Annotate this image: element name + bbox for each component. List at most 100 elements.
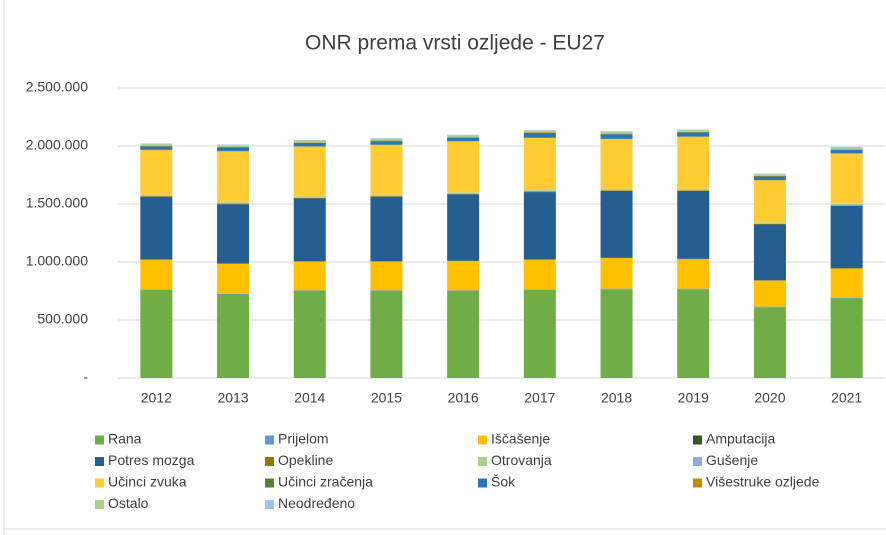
- bar-segment: [677, 289, 710, 378]
- legend-label: Neodređeno: [278, 495, 355, 511]
- bar-segment: [217, 151, 250, 203]
- bar-segment: [753, 175, 786, 177]
- bar-segment: [523, 192, 556, 260]
- x-tick-label: 2013: [217, 390, 248, 406]
- bar-segment: [447, 137, 480, 142]
- bar-segment: [447, 135, 480, 138]
- bar-segment: [293, 142, 326, 147]
- bar-segment: [753, 280, 786, 307]
- bar-segment: [600, 131, 633, 134]
- bar-segment: [753, 180, 786, 223]
- legend-label: Učinci zračenja: [278, 474, 373, 490]
- bar-segment: [140, 146, 173, 150]
- bar-segment: [217, 202, 250, 204]
- bar-segment: [217, 263, 250, 294]
- legend-swatch: [265, 478, 274, 488]
- bar-segment: [447, 192, 480, 194]
- bar-segment: [140, 194, 173, 197]
- bar-segment: [370, 194, 403, 197]
- bar-segment: [447, 134, 480, 136]
- bar-segment: [293, 140, 326, 143]
- bar-segment: [447, 137, 480, 138]
- x-tick-label: 2016: [448, 390, 479, 406]
- legend-label: Opekline: [278, 452, 333, 468]
- bar-segment: [677, 132, 710, 137]
- legend-swatch: [693, 478, 702, 488]
- bar-segment: [140, 259, 173, 290]
- bar-segment: [600, 134, 633, 139]
- legend-swatch: [265, 457, 274, 466]
- bar-segment: [753, 306, 786, 308]
- y-tick-label: -: [83, 369, 88, 385]
- y-tick-label: 1.500.000: [26, 195, 88, 211]
- bar-segment: [523, 259, 556, 290]
- bar-segment: [370, 261, 403, 291]
- bar-segment: [217, 144, 250, 146]
- bar-segment: [523, 190, 556, 192]
- bar-segment: [293, 290, 326, 291]
- bar-segment: [830, 149, 863, 150]
- bar-segment: [217, 146, 250, 148]
- bar-segment: [370, 138, 403, 139]
- bar-segment: [600, 190, 633, 258]
- x-tick-label: 2012: [141, 390, 172, 406]
- bar-segment: [293, 198, 326, 262]
- bar-segment: [217, 294, 250, 378]
- y-tick-label: 2.000.000: [26, 137, 88, 153]
- bar-segment: [677, 288, 710, 290]
- bar-segment: [370, 196, 403, 262]
- bar-segment: [447, 193, 480, 195]
- bar-segment: [217, 293, 250, 295]
- bar-segment: [140, 144, 173, 146]
- bar-segment: [600, 189, 633, 191]
- bar-segment: [370, 290, 403, 291]
- bar-segment: [677, 189, 710, 191]
- legend-swatch: [95, 457, 104, 466]
- bar-segment: [523, 132, 556, 134]
- x-tick-label: 2015: [371, 390, 402, 406]
- bar-segment: [447, 260, 480, 291]
- bar-segment: [677, 259, 710, 289]
- x-tick-label: 2020: [754, 390, 785, 406]
- bar-segment: [217, 145, 250, 147]
- bar-segment: [523, 191, 556, 193]
- bar-segment: [523, 130, 556, 131]
- bar-segment: [293, 291, 326, 378]
- legend-label: Iščašenje: [491, 431, 550, 447]
- legend-label: Prijelom: [278, 431, 329, 447]
- bar-segment: [600, 131, 633, 132]
- bar-segment: [217, 204, 250, 264]
- bar-segment: [293, 142, 326, 143]
- legend-label: Gušenje: [706, 452, 758, 468]
- bar-segment: [830, 204, 863, 206]
- legend-swatch: [95, 478, 104, 488]
- y-tick-label: 500.000: [37, 311, 88, 327]
- bar-segment: [293, 196, 326, 198]
- legend-label: Otrovanja: [491, 452, 552, 468]
- legend-label: Rana: [108, 431, 142, 447]
- bar-segment: [600, 133, 633, 135]
- legend-label: Šok: [491, 474, 516, 490]
- bar-segment: [753, 176, 786, 180]
- legend-label: Ostalo: [108, 495, 149, 511]
- bar-segment: [447, 194, 480, 261]
- x-tick-label: 2017: [524, 390, 555, 406]
- bar-segment: [600, 257, 633, 289]
- bar-segment: [523, 137, 556, 191]
- y-tick-label: 1.000.000: [26, 253, 88, 269]
- bar-segment: [447, 291, 480, 378]
- bar-segment: [830, 298, 863, 378]
- bar-segment: [830, 297, 863, 299]
- bar-segment: [830, 205, 863, 269]
- bar-segment: [293, 197, 326, 199]
- bar-segment: [293, 261, 326, 291]
- x-tick-label: 2021: [831, 390, 862, 406]
- bar-segment: [293, 139, 326, 141]
- bar-segment: [523, 289, 556, 290]
- y-tick-label: 2.500.000: [26, 79, 88, 95]
- bar-segment: [447, 290, 480, 291]
- bar-segment: [830, 149, 863, 154]
- bar-segment: [523, 130, 556, 133]
- legend-swatch: [478, 457, 487, 466]
- bar-segment: [140, 289, 173, 378]
